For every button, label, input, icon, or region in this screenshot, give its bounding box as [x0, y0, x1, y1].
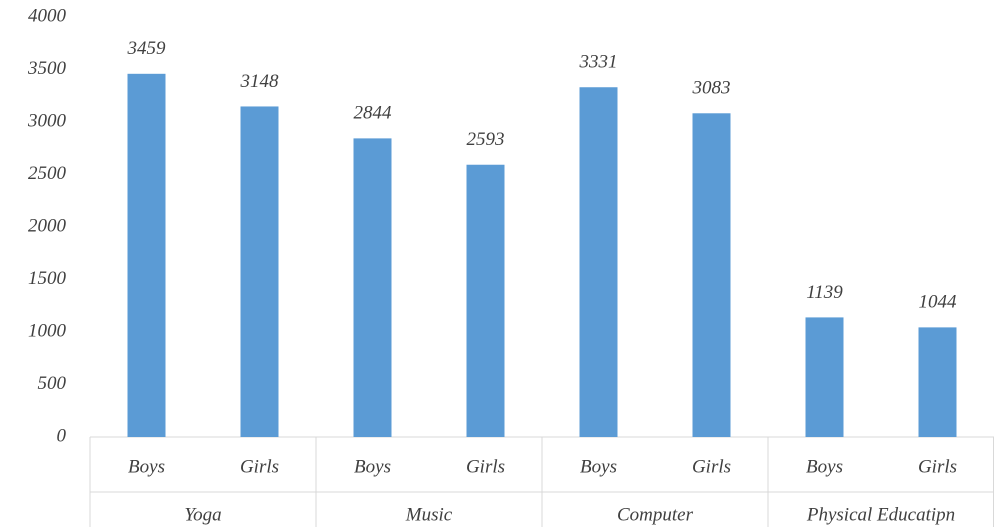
y-tick-label: 3000	[27, 110, 67, 131]
bar	[918, 327, 957, 437]
data-label: 3148	[240, 71, 280, 92]
bar	[127, 73, 166, 438]
data-label: 3459	[127, 38, 167, 59]
y-tick-label: 1000	[28, 320, 67, 341]
group-label: Physical Educatipn	[806, 504, 955, 525]
x-tick-label: Girls	[466, 456, 505, 477]
bar	[466, 164, 505, 438]
bar	[579, 87, 618, 438]
y-tick-label: 1500	[28, 268, 67, 289]
data-label: 3331	[579, 52, 618, 73]
y-tick-label: 3500	[27, 58, 67, 79]
y-tick-label: 500	[38, 373, 67, 394]
y-tick-label: 2000	[28, 215, 67, 236]
bar	[240, 106, 279, 438]
data-label: 2593	[467, 129, 505, 150]
x-tick-label: Boys	[580, 456, 617, 477]
data-label: 1139	[806, 282, 843, 303]
x-tick-label: Boys	[806, 456, 843, 477]
bar	[353, 138, 392, 437]
data-label: 2844	[354, 103, 393, 124]
data-label: 3083	[692, 78, 731, 99]
group-label: Computer	[617, 504, 694, 525]
y-tick-label: 4000	[28, 5, 67, 26]
x-tick-label: Boys	[128, 456, 165, 477]
x-tick-label: Girls	[240, 456, 279, 477]
y-tick-label: 0	[57, 425, 67, 446]
bar	[805, 317, 844, 437]
x-tick-label: Girls	[692, 456, 731, 477]
x-tick-label: Girls	[918, 456, 957, 477]
y-tick-label: 2500	[28, 163, 67, 184]
x-tick-label: Boys	[354, 456, 391, 477]
group-label: Music	[405, 504, 453, 525]
bar	[692, 113, 731, 437]
data-label: 1044	[919, 292, 958, 313]
group-label: Yoga	[184, 504, 221, 525]
